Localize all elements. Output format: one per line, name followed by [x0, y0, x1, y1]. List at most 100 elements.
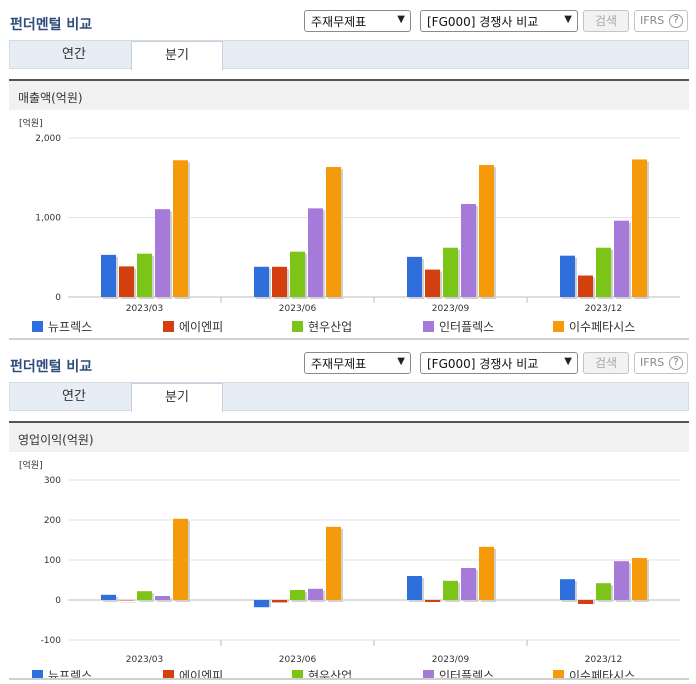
y-tick-label: 300: [44, 476, 61, 486]
bar: [443, 580, 458, 600]
bar: [614, 220, 629, 297]
bar: [308, 588, 323, 600]
legend-swatch: [32, 321, 43, 332]
bar: [290, 590, 305, 600]
bar: [137, 253, 152, 297]
section-title: 펀더멘털 비교: [10, 359, 93, 375]
bar: [479, 165, 494, 297]
y-tick-label: 100: [44, 556, 61, 566]
x-tick-label: 2023/12: [585, 304, 622, 314]
bar: [101, 594, 116, 600]
chevron-down-icon: ▼: [564, 356, 572, 367]
legend-label: 에이엔피: [179, 669, 223, 679]
bar: [560, 579, 575, 600]
legend-label: 현우산업: [308, 320, 352, 334]
bar: [461, 203, 476, 297]
bar: [290, 251, 305, 297]
bar: [272, 266, 287, 297]
tab-quarterly[interactable]: 분기: [131, 41, 223, 70]
ifrs-label: IFRS: [640, 356, 665, 369]
x-tick-label: 2023/09: [432, 655, 470, 665]
divider: [9, 678, 689, 680]
legend-swatch: [292, 670, 303, 679]
x-tick-label: 2023/09: [432, 304, 470, 314]
chevron-down-icon: ▼: [397, 356, 405, 367]
bar: [155, 209, 170, 297]
statement-type-value: 주재무제표: [311, 357, 367, 371]
y-tick-label: 0: [55, 596, 61, 606]
comparison-value: [FG000] 경쟁사 비교: [427, 357, 539, 371]
bar: [155, 596, 170, 600]
ifrs-help-button[interactable]: IFRS ?: [634, 352, 688, 374]
bar: [308, 208, 323, 297]
bar: [596, 247, 611, 297]
legend-swatch: [553, 670, 564, 679]
bar: [443, 247, 458, 297]
bar: [479, 546, 494, 600]
bar: [272, 600, 287, 603]
bar: [560, 255, 575, 297]
comparison-select[interactable]: [FG000] 경쟁사 비교 ▼: [420, 10, 578, 32]
period-tabs: 연간 분기: [9, 40, 689, 70]
bar: [425, 600, 440, 602]
y-tick-label: 2,000: [35, 134, 61, 144]
question-circle-icon: ?: [669, 356, 683, 370]
bar: [596, 583, 611, 600]
ifrs-help-button[interactable]: IFRS ?: [634, 10, 688, 32]
bar: [254, 600, 269, 608]
legend-label: 이수페타시스: [569, 320, 635, 334]
bar: [425, 269, 440, 297]
y-tick-label: 1,000: [35, 214, 61, 224]
bar: [326, 167, 341, 297]
x-tick-label: 2023/06: [279, 304, 317, 314]
bar: [119, 600, 134, 601]
bar: [119, 266, 134, 297]
legend-label: 뉴프렉스: [48, 320, 92, 334]
statement-type-select[interactable]: 주재무제표 ▼: [304, 352, 411, 374]
y-tick-label: -100: [41, 636, 62, 646]
legend-swatch: [553, 321, 564, 332]
revenue-bar-chart: [억원] 0 1,000 2,000 2023/03 2023/06 2023/09 2023…: [19, 117, 680, 334]
legend-label: 인터플렉스: [439, 669, 494, 679]
bar: [173, 518, 188, 600]
comparison-select[interactable]: [FG000] 경쟁사 비교 ▼: [420, 352, 578, 374]
chevron-down-icon: ▼: [397, 14, 405, 25]
tab-quarterly[interactable]: 분기: [131, 383, 223, 412]
legend-label: 이수페타시스: [569, 669, 635, 679]
legend-label: 뉴프렉스: [48, 669, 92, 679]
legend-swatch: [32, 670, 43, 679]
question-circle-icon: ?: [669, 14, 683, 28]
x-tick-label: 2023/03: [126, 655, 163, 665]
bar: [407, 256, 422, 297]
ifrs-label: IFRS: [640, 14, 665, 27]
bar-shadow: [121, 602, 136, 603]
comparison-value: [FG000] 경쟁사 비교: [427, 15, 539, 29]
divider: [9, 338, 689, 340]
statement-type-value: 주재무제표: [311, 15, 367, 29]
tab-annual[interactable]: 연간: [62, 47, 86, 62]
search-button[interactable]: 검색: [583, 10, 629, 32]
bar: [254, 266, 269, 297]
chart-header: 영업이익(억원): [9, 421, 689, 452]
bar: [461, 568, 476, 600]
legend-swatch: [292, 321, 303, 332]
x-tick-label: 2023/12: [585, 655, 622, 665]
operating-profit-bar-chart: [억원] -100 0 100 200 300 2023/03 2023/06 2023/09 2…: [19, 459, 680, 679]
y-tick-label: 0: [55, 293, 61, 303]
statement-type-select[interactable]: 주재무제표 ▼: [304, 10, 411, 32]
bar: [407, 576, 422, 600]
search-button[interactable]: 검색: [583, 352, 629, 374]
bar: [632, 558, 647, 600]
bar: [137, 591, 152, 600]
section-title: 펀더멘털 비교: [10, 17, 93, 33]
legend-swatch: [163, 670, 174, 679]
period-tabs: 연간 분기: [9, 382, 689, 412]
y-axis-unit-label: [억원]: [19, 117, 43, 129]
y-tick-label: 200: [44, 516, 61, 526]
tab-annual[interactable]: 연간: [62, 389, 86, 404]
legend-swatch: [423, 321, 434, 332]
bar: [578, 600, 593, 604]
bar: [578, 275, 593, 297]
y-axis-unit-label: [억원]: [19, 459, 43, 471]
bar: [101, 254, 116, 297]
